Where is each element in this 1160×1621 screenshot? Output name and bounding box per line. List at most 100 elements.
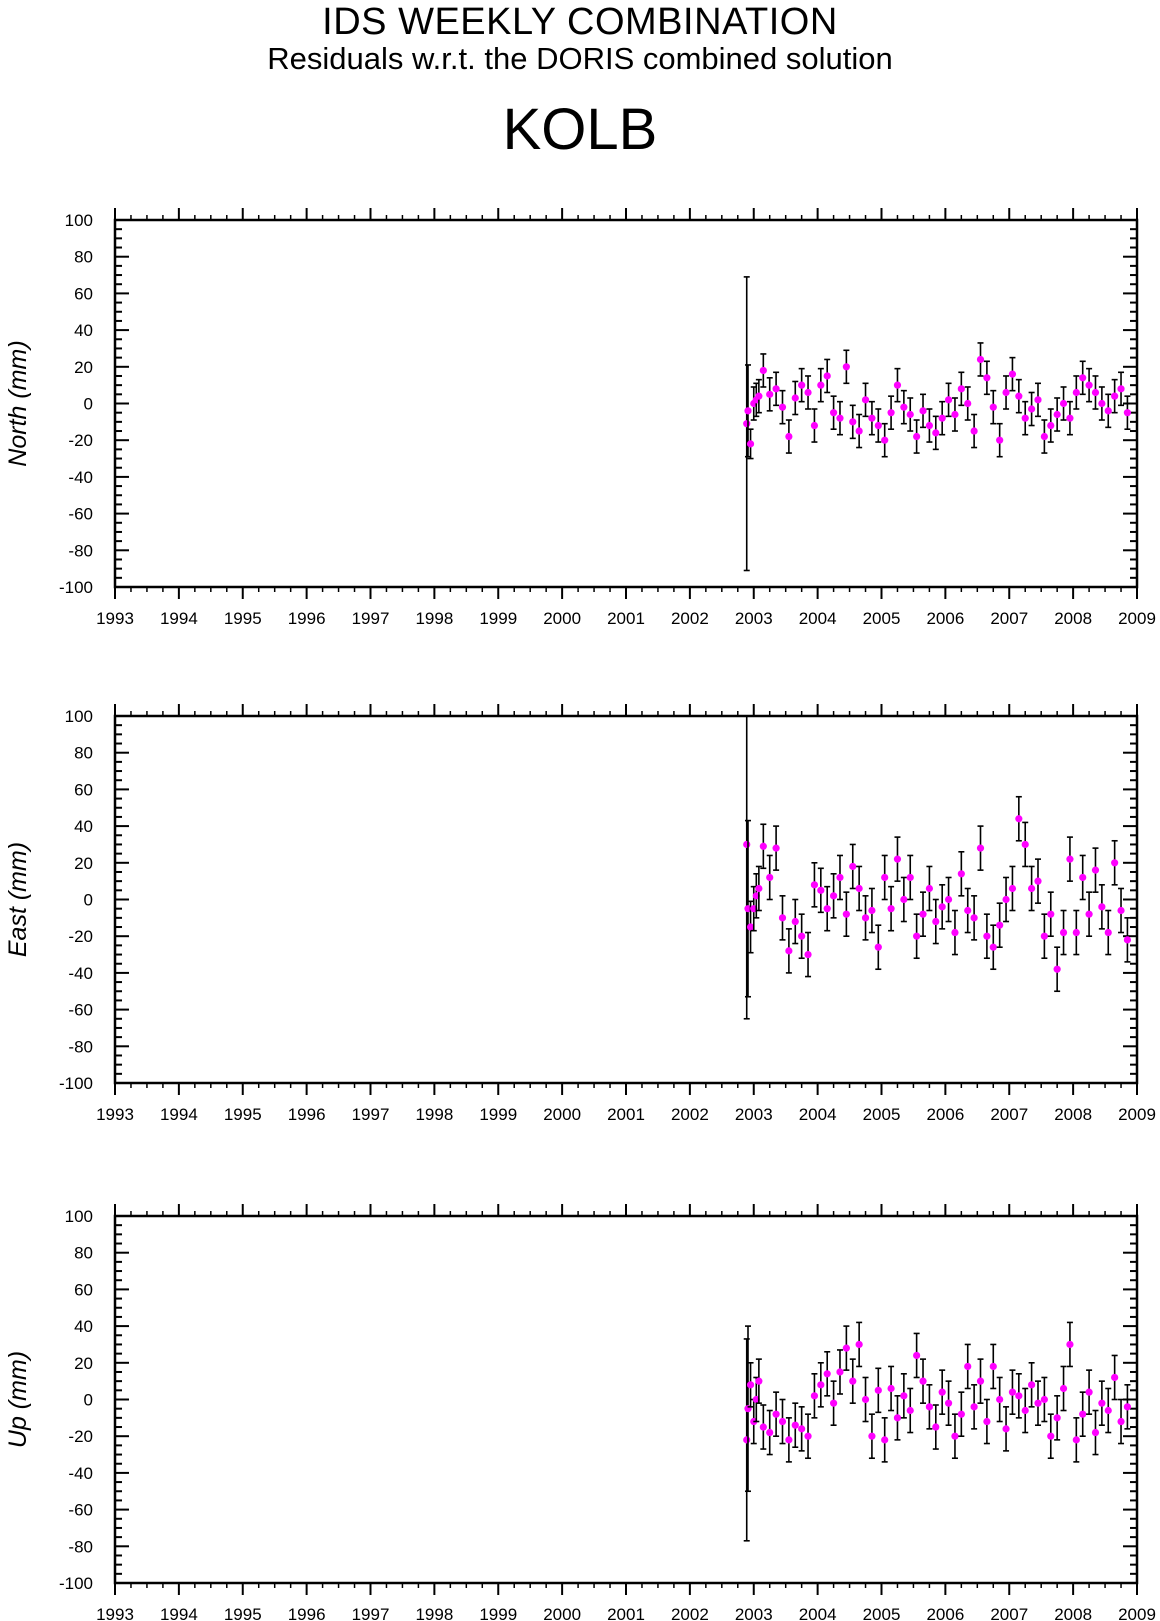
page-title: IDS WEEKLY COMBINATION — [322, 1, 838, 43]
chart-3-data-point — [1072, 1436, 1080, 1444]
chart-3-y-tick-label: 60 — [74, 1280, 93, 1299]
chart-2-data-point — [938, 903, 946, 911]
chart-2-data-point — [1059, 928, 1068, 937]
chart-2-x-tick-label: 2005 — [863, 1105, 901, 1124]
chart-2-data-point — [1072, 928, 1080, 937]
chart-1-data-point — [1047, 421, 1055, 430]
chart-1-data-point — [842, 363, 850, 371]
page-subtitle: Residuals w.r.t. the DORIS combined solu… — [267, 41, 893, 76]
chart-3-x-tick-label: 2001 — [607, 1605, 645, 1621]
chart-2-data-point — [983, 932, 991, 940]
chart-3-data-point — [855, 1340, 863, 1349]
chart-2-y-tick-label: 20 — [74, 854, 93, 873]
chart-3-y-tick-label: -40 — [68, 1464, 93, 1483]
chart-2-x-tick-label: 2009 — [1118, 1105, 1156, 1124]
chart-1-x-tick-label: 2006 — [926, 609, 964, 628]
chart-1-x-tick-label: 2008 — [1054, 609, 1092, 628]
chart-3-frame — [113, 1214, 1139, 1585]
chart-1-x-tick-label: 1998 — [415, 609, 453, 628]
chart-3-data-point — [755, 1377, 763, 1385]
chart-1-data-point — [1098, 399, 1106, 408]
chart-3-data-point — [810, 1392, 819, 1400]
chart-1-data-point — [1091, 388, 1100, 397]
chart-3-x-tick-label: 2009 — [1118, 1605, 1156, 1621]
chart-1-data-point — [932, 429, 940, 437]
chart-3-data-point — [893, 1414, 902, 1422]
chart-3-x-tick-label: 2005 — [863, 1605, 901, 1621]
chart-3-data-point — [1111, 1373, 1119, 1382]
chart-1-data-point — [1066, 414, 1074, 422]
chart-3-data-point — [1034, 1399, 1042, 1407]
chart-3-y-tick-label: 0 — [84, 1391, 93, 1410]
chart-2-y-tick-label: 100 — [65, 707, 93, 726]
chart-1-y-tick-label: -100 — [59, 578, 93, 597]
chart-1-x-tick-label: 1997 — [352, 609, 390, 628]
chart-1-data-point — [1117, 385, 1125, 393]
chart-1-data-point — [893, 381, 902, 389]
chart-2-data-point — [766, 873, 774, 882]
chart-1-data-point — [1059, 399, 1068, 408]
chart-3-data-point — [1123, 1403, 1132, 1411]
chart-2-y-tick-label: -40 — [68, 964, 93, 983]
chart-2-data-point — [1047, 910, 1055, 918]
chart-3-data-point — [746, 1381, 755, 1389]
chart-2-y-tick-label: 0 — [84, 891, 93, 910]
chart-2-data-point — [1053, 965, 1061, 973]
chart-1-data-point — [829, 409, 838, 417]
chart-2-data-point — [944, 895, 953, 904]
chart-3-y-tick-label: 100 — [65, 1207, 93, 1226]
chart-3-x-tick-label: 1993 — [96, 1605, 134, 1621]
chart-1-data-point — [874, 421, 882, 430]
chart-3-data-point — [919, 1377, 927, 1385]
chart-1-data-point — [944, 396, 953, 404]
chart-1-data-point — [957, 385, 965, 393]
chart-2-data-point — [823, 905, 831, 913]
chart-3-data-point — [1040, 1395, 1048, 1404]
chart-2-data-point — [900, 895, 908, 904]
chart-2-data-point — [881, 873, 889, 882]
chart-1-data-point — [766, 390, 774, 398]
chart-1-data-point — [1053, 410, 1061, 419]
chart-2-data-point — [1085, 910, 1093, 918]
chart-3-x-tick-label: 1995 — [224, 1605, 262, 1621]
chart-1-data-point — [913, 432, 921, 441]
chart-3-y-tick-label: -60 — [68, 1501, 93, 1520]
chart-3-data-point — [906, 1406, 914, 1415]
chart-3-data-point — [772, 1410, 780, 1418]
chart-1-data-point — [983, 374, 991, 382]
chart-2-x-tick-label: 1997 — [352, 1105, 390, 1124]
chart-2-data-point — [836, 873, 844, 882]
chart-2-y-tick-label: -100 — [59, 1074, 93, 1093]
chart-2-x-tick-label: 2008 — [1054, 1105, 1092, 1124]
chart-1-data-point — [791, 394, 799, 402]
chart-2-data-point — [1091, 866, 1100, 874]
chart-1-y-tick-label: 100 — [65, 211, 93, 230]
chart-2-y-tick-label: -60 — [68, 1001, 93, 1020]
chart-3-x-tick-label: 2008 — [1054, 1605, 1092, 1621]
chart-3-data-point — [778, 1417, 787, 1426]
chart-2-x-tick-label: 1993 — [96, 1105, 134, 1124]
chart-1-y-tick-label: -20 — [68, 431, 93, 450]
chart-1-data-point — [1028, 405, 1036, 413]
chart-3-data-point — [823, 1370, 831, 1378]
chart-2-data-point — [849, 862, 857, 871]
chart-2-data-point — [925, 884, 934, 893]
chart-2-data-point — [951, 928, 959, 937]
chart-3-x-tick-label: 1994 — [160, 1605, 198, 1621]
chart-1-data-point — [1034, 396, 1042, 404]
chart-3-data-point — [1091, 1428, 1100, 1437]
chart-2-data-point — [829, 892, 838, 900]
chart-3-x-tick-label: 2006 — [926, 1605, 964, 1621]
chart-3-data-point — [874, 1386, 882, 1394]
chart-1-y-tick-label: 0 — [84, 395, 93, 414]
chart-3-data-point — [964, 1362, 972, 1371]
chart-3-data-point — [1066, 1340, 1074, 1349]
chart-3-x-tick-label: 2000 — [543, 1605, 581, 1621]
chart-2-data-point — [1111, 859, 1119, 867]
chart-2-data-point — [772, 844, 780, 852]
chart-1-frame — [113, 218, 1139, 589]
chart-3-data-point — [976, 1377, 985, 1385]
chart-3-data-point — [932, 1423, 940, 1431]
chart-1-y-tick-label: -80 — [68, 541, 93, 560]
chart-1-x-tick-label: 1995 — [224, 609, 262, 628]
